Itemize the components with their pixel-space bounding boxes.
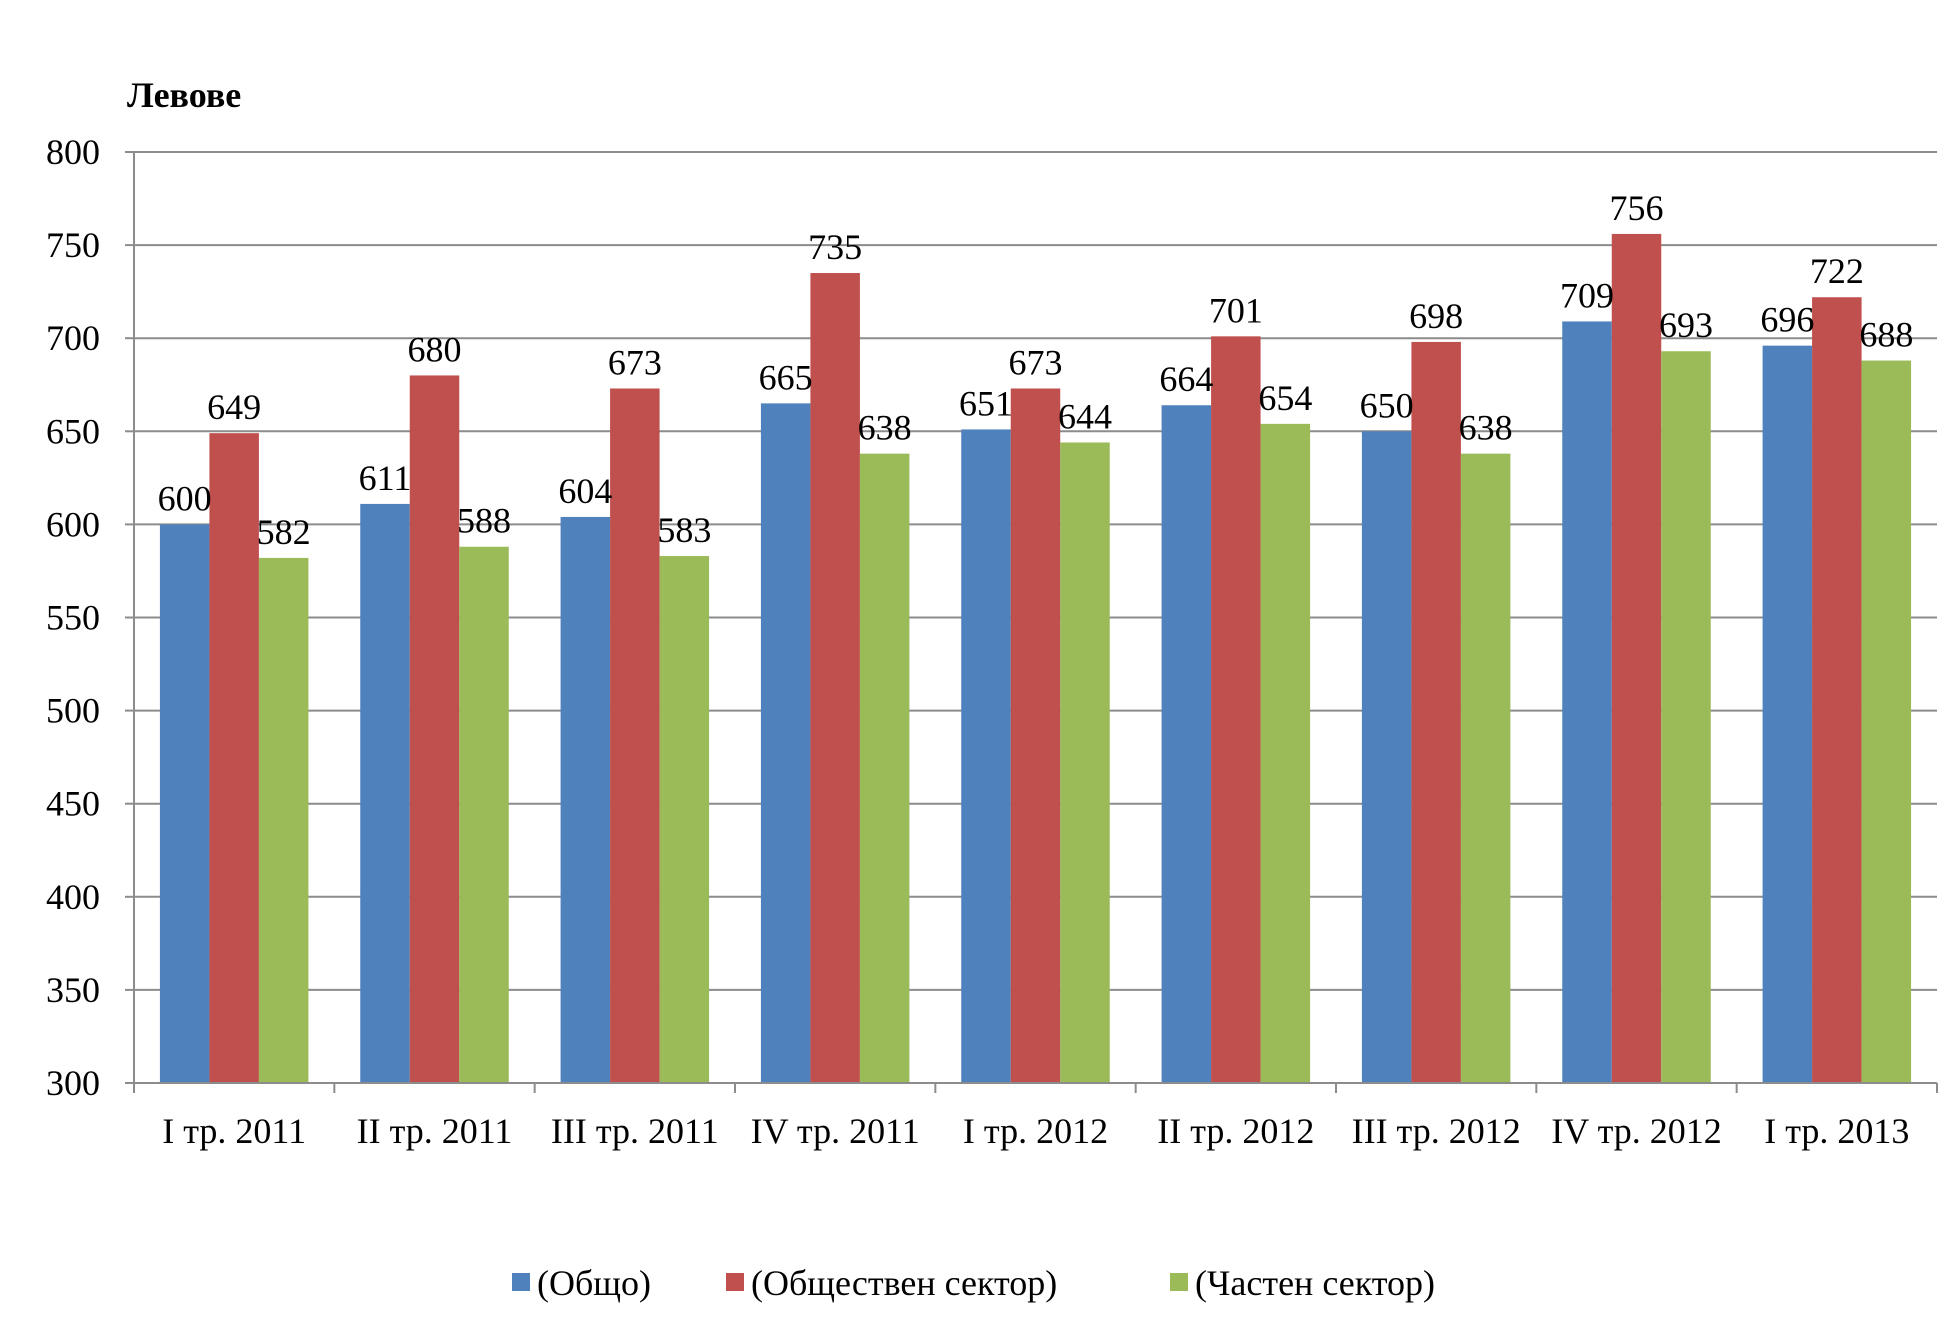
- legend-label: (Общо): [537, 1263, 651, 1303]
- x-tick-label: III тр. 2011: [551, 1111, 719, 1151]
- legend: (Общо) (Обществен сектор) (Частен сектор): [512, 1263, 1435, 1303]
- data-label: 688: [1859, 315, 1913, 355]
- y-tick-label: 650: [46, 411, 100, 451]
- bar: [610, 388, 660, 1083]
- data-labels: 600 611 604 665 651 664 650 709 696 649 680 673 735 6…: [158, 188, 1914, 552]
- bar: [1361, 431, 1412, 1083]
- y-tick-label: 500: [46, 691, 100, 731]
- data-label: 701: [1209, 290, 1263, 330]
- data-label: 588: [457, 501, 511, 541]
- bar: [810, 273, 860, 1083]
- bar: [659, 556, 710, 1083]
- legend-label: (Частен сектор): [1195, 1263, 1435, 1303]
- y-tick-label: 750: [46, 225, 100, 265]
- bar: [859, 453, 910, 1083]
- bar: [409, 375, 460, 1083]
- x-tick-label: IV тр. 2011: [751, 1111, 920, 1151]
- bar: [459, 546, 509, 1083]
- x-tick-label: I тр. 2012: [963, 1111, 1108, 1151]
- y-axis-unit-label: Левове: [127, 75, 241, 115]
- y-tick-label: 700: [46, 318, 100, 358]
- data-label: 673: [608, 342, 662, 382]
- legend-swatch: [726, 1273, 744, 1291]
- data-label: 664: [1159, 359, 1213, 399]
- bar: [1211, 336, 1261, 1083]
- bar: [1861, 360, 1912, 1083]
- data-label: 651: [959, 383, 1013, 423]
- bar: [159, 524, 210, 1083]
- bar: [760, 403, 811, 1083]
- data-label: 756: [1610, 188, 1664, 228]
- y-tick-label: 600: [46, 504, 100, 544]
- bar: [1460, 453, 1511, 1083]
- x-tick-label: I тр. 2011: [162, 1111, 306, 1151]
- bar: [560, 516, 611, 1083]
- bar: [1161, 405, 1212, 1083]
- data-label: 650: [1360, 385, 1414, 425]
- data-label: 693: [1659, 305, 1713, 345]
- bar: [1812, 297, 1862, 1084]
- data-label: 600: [158, 478, 212, 518]
- data-label: 680: [408, 329, 462, 369]
- legend-swatch: [1170, 1273, 1188, 1291]
- data-label: 673: [1009, 342, 1063, 382]
- y-tick-label: 450: [46, 784, 100, 824]
- x-tick-label: II тр. 2012: [1157, 1111, 1314, 1151]
- axes: 300 350 400 450 500 550 600 650 700 750 800 I тр. 2…: [46, 132, 1938, 1151]
- data-label: 735: [808, 227, 862, 267]
- y-tick-label: 550: [46, 598, 100, 638]
- data-label: 611: [359, 458, 412, 498]
- y-tick-label: 800: [46, 132, 100, 172]
- bar: [1611, 233, 1662, 1084]
- bar: [1562, 321, 1612, 1083]
- legend-label: (Обществен сектор): [751, 1263, 1057, 1303]
- data-label: 722: [1810, 251, 1864, 291]
- bar: [1411, 341, 1461, 1083]
- x-tick-label: III тр. 2012: [1352, 1111, 1521, 1151]
- data-label: 709: [1560, 275, 1614, 315]
- y-tick-label: 300: [46, 1063, 100, 1103]
- x-tick-label: II тр. 2011: [357, 1111, 513, 1151]
- bar: [360, 503, 410, 1084]
- bars: [159, 233, 1912, 1084]
- bar: [1010, 388, 1061, 1083]
- bar: [1060, 442, 1110, 1083]
- bar: [209, 433, 259, 1083]
- bar: [1661, 351, 1711, 1083]
- data-label: 583: [657, 510, 711, 550]
- bar: [258, 557, 309, 1083]
- legend-swatch: [512, 1273, 530, 1291]
- y-tick-label: 350: [46, 970, 100, 1010]
- data-label: 649: [207, 387, 261, 427]
- data-label: 604: [558, 471, 612, 511]
- x-tick-label: I тр. 2013: [1764, 1111, 1909, 1151]
- data-label: 696: [1760, 300, 1814, 340]
- y-tick-label: 400: [46, 877, 100, 917]
- data-label: 698: [1409, 296, 1463, 336]
- data-label: 638: [1459, 408, 1513, 448]
- data-label: 654: [1258, 378, 1312, 418]
- data-label: 638: [858, 408, 912, 448]
- bar: [1260, 423, 1311, 1083]
- bar: [1762, 345, 1813, 1083]
- data-label: 665: [759, 357, 813, 397]
- data-label: 582: [257, 512, 311, 552]
- x-tick-label: IV тр. 2012: [1551, 1111, 1722, 1151]
- data-label: 644: [1058, 396, 1112, 436]
- bar: [961, 429, 1011, 1083]
